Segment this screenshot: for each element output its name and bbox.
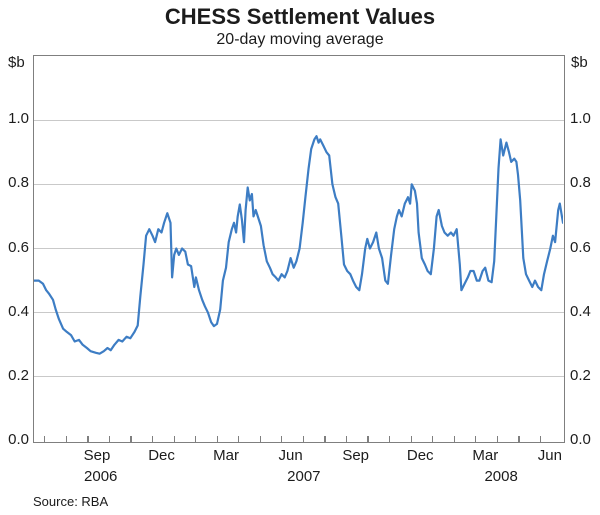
month-tick [410, 436, 412, 442]
unit-label-left: $b [8, 54, 25, 71]
month-tick [324, 436, 326, 442]
month-tick [453, 436, 455, 442]
y-tick-label-left-0.8: 0.8 [8, 174, 29, 192]
month-tick [432, 436, 434, 442]
month-tick [475, 436, 477, 442]
series-svg [34, 135, 563, 355]
y-tick-label-left-0.4: 0.4 [8, 302, 29, 320]
gridline-0.4 [34, 312, 564, 314]
month-tick [281, 436, 283, 442]
y-tick-label-left-0.2: 0.2 [8, 366, 29, 384]
year-label-2008: 2008 [484, 468, 518, 485]
y-tick-label-right-1.0: 1.0 [570, 110, 591, 128]
y-tick-label-left-0.6: 0.6 [8, 238, 29, 256]
y-tick-label-right-0.0: 0.0 [570, 431, 591, 448]
y-tick-label-right-0.8: 0.8 [570, 174, 591, 192]
x-tick-label-mar-2: Mar [213, 447, 239, 464]
x-tick-label-dec-1: Dec [148, 447, 175, 464]
month-tick [539, 436, 542, 442]
y-tick-label-left-0.0: 0.0 [8, 431, 29, 448]
chart-subtitle: 20-day moving average [216, 31, 384, 48]
month-tick [389, 436, 391, 442]
month-tick [302, 436, 305, 442]
x-tick-label-dec-5: Dec [406, 447, 434, 464]
plot-area [33, 55, 565, 443]
gridline-0.2 [34, 376, 564, 378]
month-tick [173, 436, 175, 442]
month-tick [345, 436, 348, 442]
x-tick-label-sep-0: Sep [83, 447, 111, 464]
month-tick [44, 436, 46, 442]
gridline-1.0 [34, 119, 564, 121]
chess-series-line [34, 135, 563, 355]
source-note: Source: RBA [33, 494, 109, 509]
x-tick-label-jun-7: Jun [537, 447, 562, 464]
y-tick-label-right-0.4: 0.4 [570, 302, 591, 320]
month-tick [518, 436, 520, 442]
year-label-2006: 2006 [84, 468, 118, 485]
month-tick [195, 436, 197, 442]
y-tick-label-left-1.0: 1.0 [8, 110, 29, 128]
y-tick-label-right-0.2: 0.2 [570, 366, 591, 384]
month-tick [152, 436, 154, 442]
month-tick [65, 436, 67, 442]
month-tick [367, 436, 369, 442]
unit-label-right: $b [571, 54, 588, 71]
month-tick [238, 436, 240, 442]
month-tick [216, 436, 218, 442]
month-tick [87, 436, 89, 442]
month-tick [496, 436, 498, 442]
x-tick-label-jun-3: Jun [278, 447, 303, 464]
year-label-2007: 2007 [287, 468, 321, 485]
y-tick-label-right-0.6: 0.6 [570, 238, 591, 256]
month-tick [130, 436, 132, 442]
month-tick [259, 436, 261, 442]
x-tick-label-sep-4: Sep [342, 447, 370, 464]
x-tick-label-mar-6: Mar [472, 447, 499, 464]
chart-title: CHESS Settlement Values [164, 4, 436, 29]
month-tick [108, 436, 111, 442]
gridline-0.8 [34, 183, 564, 185]
